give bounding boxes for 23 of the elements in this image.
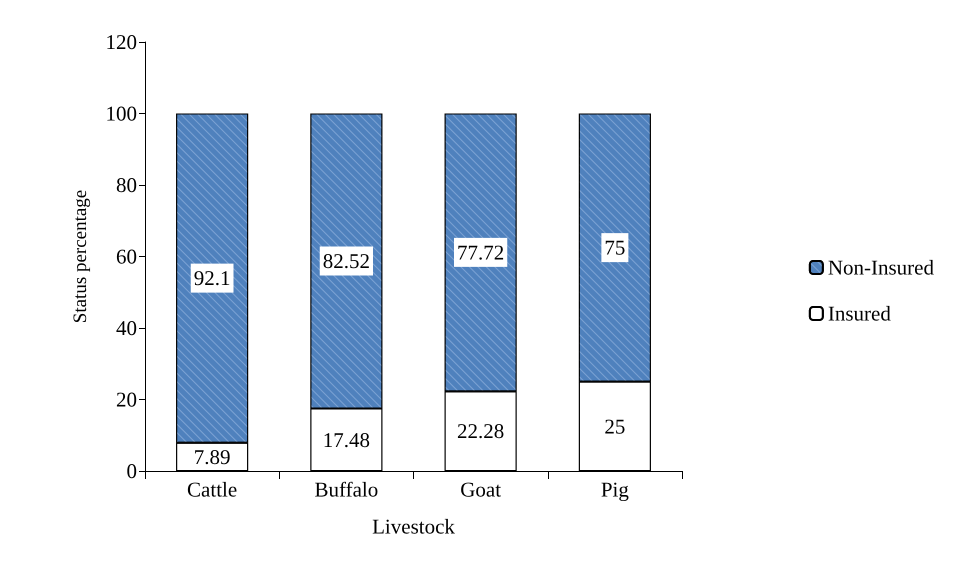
data-label: 82.52 [322, 249, 370, 274]
y-tick-label: 20 [116, 388, 137, 412]
y-tick-label: 60 [116, 244, 137, 268]
legend-label: Insured [828, 302, 892, 326]
data-label: 92.1 [194, 266, 230, 290]
x-axis-title: Livestock [372, 514, 456, 538]
data-label: 75 [604, 236, 626, 260]
y-tick-label: 0 [126, 459, 137, 483]
y-tick-label: 40 [116, 316, 137, 340]
x-tick-label: Cattle [187, 478, 238, 502]
legend-label: Non-Insured [828, 256, 934, 280]
x-tick-label: Buffalo [314, 478, 378, 502]
data-label: 77.72 [457, 240, 504, 264]
data-label: 7.89 [194, 444, 230, 469]
y-axis-title: Status percentage [70, 190, 91, 324]
data-label: 22.28 [457, 419, 504, 444]
y-tick-label: 100 [106, 102, 137, 126]
x-tick-label: Goat [460, 478, 502, 502]
x-tick-label: Pig [600, 478, 630, 502]
data-label: 25 [604, 414, 626, 438]
y-tick-label: 120 [106, 30, 137, 54]
y-tick-label: 80 [116, 173, 137, 197]
data-label: 17.48 [322, 428, 370, 452]
